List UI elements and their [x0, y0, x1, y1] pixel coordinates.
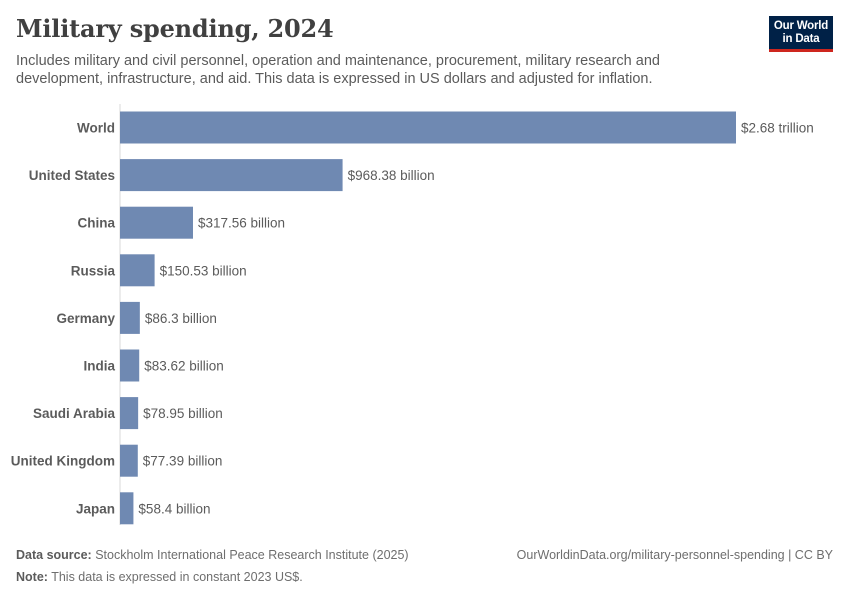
value-label: $83.62 billion: [144, 359, 224, 374]
category-label: China: [77, 216, 115, 231]
category-label: United Kingdom: [11, 454, 115, 469]
note-text: This data is expressed in constant 2023 …: [51, 570, 303, 584]
category-label: Japan: [76, 501, 115, 516]
bar[interactable]: [120, 111, 736, 144]
chart-title: Military spending, 2024: [16, 14, 334, 43]
bar[interactable]: [120, 492, 134, 525]
bar[interactable]: [120, 159, 343, 192]
data-source: Data source: Stockholm International Pea…: [16, 548, 409, 562]
bar[interactable]: [120, 301, 140, 334]
logo-line-2: in Data: [782, 33, 820, 45]
bar-chart: World $2.68 trillion United States $968.38 …: [11, 104, 814, 525]
data-source-link[interactable]: Stockholm International Peace Research I…: [95, 548, 409, 562]
bar[interactable]: [120, 206, 193, 239]
value-label: $78.95 billion: [143, 406, 223, 421]
bar[interactable]: [120, 254, 155, 287]
category-label: Russia: [71, 263, 116, 278]
value-label: $86.3 billion: [145, 311, 217, 326]
note-label: Note:: [16, 570, 48, 584]
chart-note: Note: This data is expressed in constant…: [16, 570, 303, 584]
value-label: $150.53 billion: [160, 263, 247, 278]
category-label: World: [77, 121, 115, 136]
chart-subtitle: Includes military and civil personnel, o…: [16, 53, 660, 87]
value-label: $2.68 trillion: [741, 121, 814, 136]
bar[interactable]: [120, 349, 140, 382]
category-label: Germany: [56, 311, 115, 326]
value-label: $317.56 billion: [198, 216, 285, 231]
value-label: $968.38 billion: [348, 168, 435, 183]
category-label: Saudi Arabia: [33, 406, 116, 421]
data-source-label: Data source:: [16, 548, 92, 562]
category-label: India: [83, 359, 115, 374]
logo-line-1: Our World: [773, 20, 829, 32]
bar[interactable]: [120, 444, 138, 477]
bar[interactable]: [120, 397, 139, 430]
value-label: $58.4 billion: [138, 501, 210, 516]
value-label: $77.39 billion: [143, 454, 223, 469]
owid-logo[interactable]: Our World in Data: [769, 16, 833, 52]
category-label: United States: [29, 168, 115, 183]
chart-url-license[interactable]: OurWorldinData.org/military-personnel-sp…: [516, 548, 833, 562]
